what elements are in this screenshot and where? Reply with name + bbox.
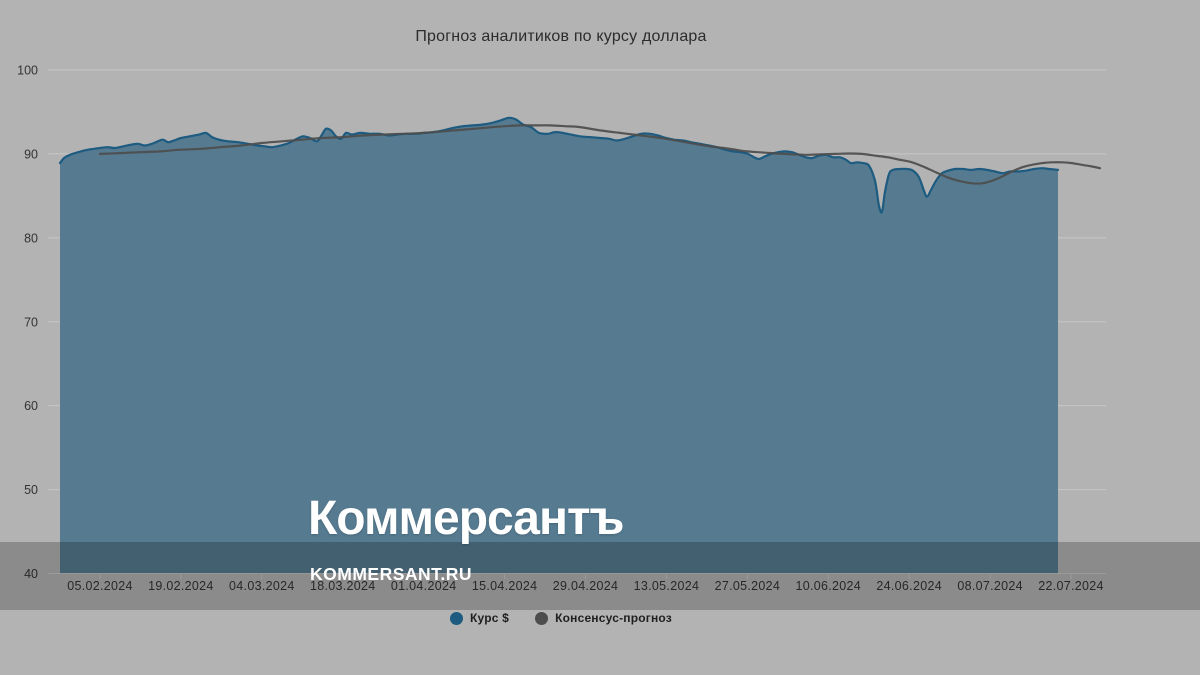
y-tick-label-50: 50 <box>24 483 38 497</box>
usd-rate-line <box>58 116 1060 214</box>
x-tick-label-7: 13.05.2024 <box>634 579 700 593</box>
y-tick-label-40: 40 <box>24 567 38 581</box>
x-tick-label-0: 05.02.2024 <box>67 579 133 593</box>
y-tick-label-80: 80 <box>24 231 38 245</box>
y-tick-label-90: 90 <box>24 147 38 161</box>
x-tick-label-1: 19.02.2024 <box>148 579 214 593</box>
x-tick-label-5: 15.04.2024 <box>472 579 538 593</box>
legend-item-consensus: Консенсус-прогноз <box>535 611 672 625</box>
consensus-forecast-line <box>98 124 1102 185</box>
y-tick-label-100: 100 <box>17 64 38 78</box>
legend-label-usd-rate: Курс $ <box>470 611 510 625</box>
x-tick-label-10: 24.06.2024 <box>876 579 942 593</box>
consensus-legend-dot-icon <box>535 611 549 625</box>
x-tick-label-8: 27.05.2024 <box>715 579 781 593</box>
x-tick-label-4: 01.04.2024 <box>391 579 457 593</box>
x-tick-label-2: 04.03.2024 <box>229 579 295 593</box>
chart-legend: Курс $ Консенсус-прогноз <box>0 608 1122 628</box>
usd-rate-legend-dot-icon <box>450 611 463 625</box>
chart-title: Прогноз аналитиков по курсу доллара <box>415 28 707 45</box>
legend-item-usd-rate: Курс $ <box>450 611 509 625</box>
kommersant-domain: KOMMERSANT.RU <box>310 564 473 584</box>
kommersant-logo: Коммерсантъ <box>308 492 624 545</box>
usd-rate-area <box>60 117 1058 574</box>
legend-label-consensus: Консенсус-прогноз <box>555 611 672 625</box>
x-tick-label-6: 29.04.2024 <box>553 579 619 593</box>
watermark-band <box>0 542 1200 610</box>
x-tick-label-12: 22.07.2024 <box>1038 579 1104 593</box>
x-tick-label-9: 10.06.2024 <box>795 579 861 593</box>
y-tick-label-70: 70 <box>24 315 38 329</box>
y-tick-label-60: 60 <box>24 399 38 413</box>
x-tick-label-11: 08.07.2024 <box>957 579 1023 593</box>
x-tick-label-3: 18.03.2024 <box>310 579 376 593</box>
